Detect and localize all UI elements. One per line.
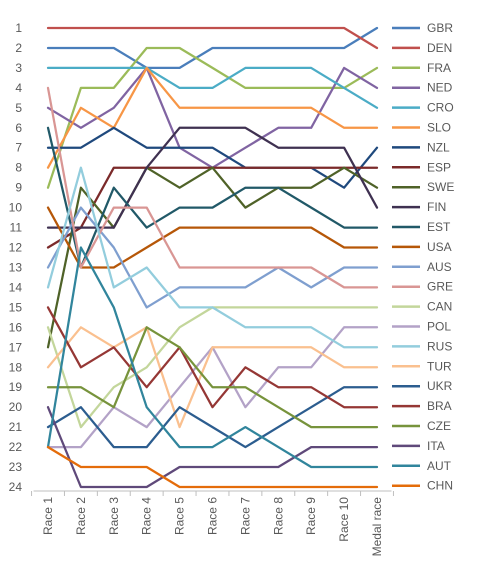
legend-label-rus: RUS	[427, 339, 452, 353]
y-tick-label: 24	[9, 480, 23, 494]
y-tick-label: 20	[9, 400, 23, 414]
legend-label-est: EST	[427, 220, 451, 234]
x-tick-label: Race 6	[206, 497, 220, 535]
series-line-den	[46, 26, 379, 50]
series-line-rus	[46, 166, 379, 349]
legend-label-fin: FIN	[427, 200, 446, 214]
series-line-est	[46, 126, 379, 269]
legend-label-den: DEN	[427, 41, 452, 55]
legend-label-cro: CRO	[427, 101, 454, 115]
x-tick-label: Race 1	[41, 497, 55, 535]
y-tick-label: 11	[10, 221, 23, 235]
legend-label-gbr: GBR	[427, 21, 453, 35]
x-tick-label: Race 8	[271, 497, 285, 535]
legend-label-usa: USA	[427, 240, 452, 254]
y-tick-label: 23	[9, 460, 23, 474]
legend-label-aut: AUT	[427, 459, 452, 473]
y-tick-label: 4	[15, 81, 22, 95]
x-tick-label: Race 2	[74, 497, 88, 535]
y-tick-label: 21	[9, 420, 23, 434]
y-tick-label: 13	[9, 260, 23, 274]
series-line-gbr	[46, 26, 379, 70]
x-axis: Race 1 Race 2 Race 3 Race 4 Race 5 Race 6 Race…	[31, 490, 394, 557]
legend-label-ukr: UKR	[427, 379, 453, 393]
series-line-chn	[46, 445, 379, 489]
y-tick-label: 3	[15, 61, 22, 75]
series-line-aus	[46, 206, 379, 309]
legend-label-esp: ESP	[427, 160, 451, 174]
y-tick-label: 12	[9, 241, 23, 255]
y-tick-label: 17	[9, 340, 23, 354]
y-tick-label: 8	[15, 161, 22, 175]
series-line-nzl	[46, 126, 379, 189]
legend-label-pol: POL	[427, 320, 451, 334]
x-tick-label: Medal race	[370, 497, 384, 557]
series-line-swe	[46, 166, 379, 349]
legend-label-nzl: NZL	[427, 140, 450, 154]
y-tick-label: 9	[15, 181, 22, 195]
series-line-bra	[46, 306, 379, 409]
legend-label-bra: BRA	[427, 399, 452, 413]
y-tick-label: 22	[9, 440, 23, 454]
y-tick-label: 18	[9, 360, 23, 374]
legend-label-chn: CHN	[427, 479, 453, 493]
series-lines	[46, 26, 379, 489]
series-line-cze	[46, 326, 379, 429]
series-line-usa	[46, 206, 379, 269]
legend-label-ita: ITA	[427, 439, 445, 453]
legend-label-cze: CZE	[427, 419, 451, 433]
series-line-slo	[46, 66, 379, 169]
legend-label-swe: SWE	[427, 180, 454, 194]
x-tick-label: Race 7	[238, 497, 252, 535]
series-line-fra	[46, 46, 379, 189]
x-tick-label: Race 10	[337, 497, 351, 542]
series-line-gre	[46, 86, 379, 289]
y-tick-label: 10	[9, 201, 23, 215]
legend-label-gre: GRE	[427, 280, 453, 294]
legend-label-tur: TUR	[427, 359, 452, 373]
series-line-ita	[46, 406, 379, 489]
y-tick-label: 2	[15, 41, 22, 55]
x-tick-label: Race 4	[140, 497, 154, 535]
x-tick-label: Race 5	[173, 497, 187, 535]
series-line-tur	[46, 326, 379, 429]
y-tick-label: 7	[15, 141, 22, 155]
series-line-cro	[46, 66, 379, 109]
x-tick-label: Race 3	[107, 497, 121, 535]
legend-label-ned: NED	[427, 81, 453, 95]
series-line-aut	[46, 246, 379, 469]
y-tick-label: 5	[15, 101, 22, 115]
y-tick-label: 6	[15, 121, 22, 135]
legend: GBR DEN FRA NED CRO SLO NZL ESP SWE FIN EST USA AUS G…	[392, 21, 454, 493]
series-line-ukr	[46, 386, 379, 449]
legend-label-fra: FRA	[427, 61, 451, 75]
y-tick-label: 14	[9, 280, 23, 294]
legend-label-slo: SLO	[427, 121, 451, 135]
series-line-can	[46, 306, 379, 429]
x-tick-label: Race 9	[304, 497, 318, 535]
legend-label-can: CAN	[427, 300, 452, 314]
legend-label-aus: AUS	[427, 260, 452, 274]
y-tick-label: 15	[9, 300, 23, 314]
y-tick-label: 1	[15, 21, 22, 35]
y-tick-label: 16	[9, 320, 23, 334]
y-tick-label: 19	[9, 380, 23, 394]
